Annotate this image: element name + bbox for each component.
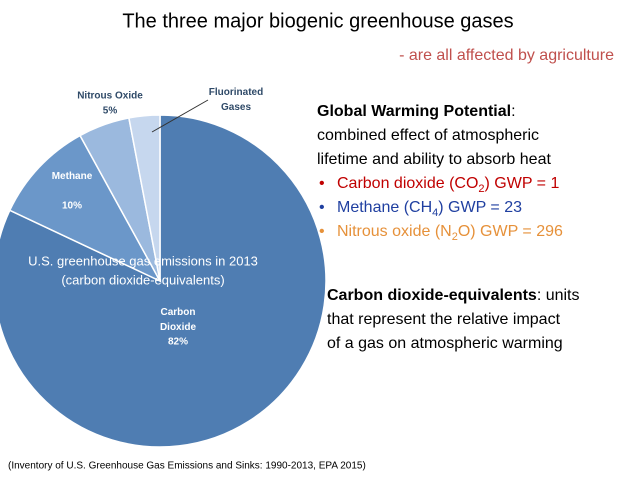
- definition-term: Carbon dioxide-equivalents: [327, 287, 537, 304]
- bullet: •: [319, 199, 325, 216]
- pie-slice: [8, 134, 162, 283]
- label-line: Carbon: [161, 307, 196, 318]
- bullet: •: [319, 175, 325, 192]
- item-subscript: 2: [452, 231, 458, 243]
- item-text: Carbon dioxide (CO: [337, 175, 478, 192]
- label-line: Gases: [221, 102, 251, 113]
- slice-value-label: 82%: [168, 337, 188, 348]
- chart-note: U.S. greenhouse gas emissions in 2013: [28, 253, 258, 268]
- slice-label: Nitrous Oxide: [77, 91, 143, 102]
- label-line: Dioxide: [160, 322, 197, 333]
- slide-title: The three major biogenic greenhouse gase…: [122, 10, 513, 32]
- item-text: ) GWP = 23: [438, 199, 522, 216]
- pie-slice: [128, 114, 161, 282]
- chart-note: (carbon dioxide-equivalents): [61, 272, 224, 287]
- slice-label: Carbon Dioxide: [160, 307, 197, 333]
- definition-line: of a gas on atmospheric warming: [327, 335, 563, 352]
- definition-text: : units: [537, 287, 580, 304]
- leader-line: [151, 99, 209, 133]
- definition-line: that represent the relative impact: [327, 311, 561, 328]
- item-text: Nitrous oxide (N: [337, 223, 452, 240]
- slice-value-label: 5%: [103, 106, 118, 117]
- item-subscript: 2: [478, 183, 484, 195]
- slide-subtitle: - are all affected by agriculture: [399, 47, 614, 64]
- label-line: Fluorinated: [209, 87, 263, 98]
- label-line: Methane: [52, 171, 93, 182]
- gwp-item: Nitrous oxide (N2O) GWP = 296: [337, 223, 563, 243]
- gwp-item: Carbon dioxide (CO2) GWP = 1: [337, 175, 559, 195]
- gwp-line: combined effect of atmospheric: [317, 127, 539, 144]
- gwp-heading: Global Warming Potential:: [317, 103, 516, 120]
- pie-slice: [0, 114, 327, 448]
- bullet: •: [319, 223, 325, 240]
- citation: (Inventory of U.S. Greenhouse Gas Emissi…: [8, 461, 366, 472]
- gwp-line: lifetime and ability to absorb heat: [317, 151, 551, 168]
- slice-label: Fluorinated Gases: [209, 87, 263, 113]
- gwp-item: Methane (CH4) GWP = 23: [337, 199, 522, 219]
- slice-label: Methane: [52, 171, 93, 182]
- gwp-colon: :: [511, 103, 515, 120]
- item-text: ) GWP = 1: [485, 175, 560, 192]
- slice-value-label: 10%: [62, 201, 82, 212]
- item-subscript: 4: [432, 207, 438, 219]
- item-text: Methane (CH: [337, 199, 432, 216]
- item-text: O) GWP = 296: [458, 223, 563, 240]
- gwp-term: Global Warming Potential: [317, 103, 511, 120]
- definition-line: Carbon dioxide-equivalents: units: [327, 287, 580, 304]
